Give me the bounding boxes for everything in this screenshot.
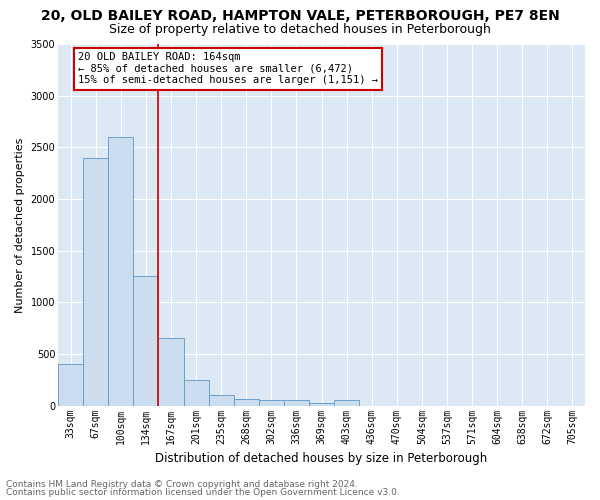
Bar [309,402,334,406]
Y-axis label: Number of detached properties: Number of detached properties [15,137,25,312]
Bar [83,158,108,406]
Bar [334,400,359,406]
Bar [58,364,83,406]
Bar [158,338,184,406]
Bar [184,380,209,406]
Text: Size of property relative to detached houses in Peterborough: Size of property relative to detached ho… [109,22,491,36]
Text: Contains public sector information licensed under the Open Government Licence v3: Contains public sector information licen… [6,488,400,497]
Bar [133,276,158,406]
Text: 20, OLD BAILEY ROAD, HAMPTON VALE, PETERBOROUGH, PE7 8EN: 20, OLD BAILEY ROAD, HAMPTON VALE, PETER… [41,9,559,23]
Bar [234,400,259,406]
Bar [284,400,309,406]
Bar [259,400,284,406]
Bar [209,396,234,406]
Bar [108,137,133,406]
Text: Contains HM Land Registry data © Crown copyright and database right 2024.: Contains HM Land Registry data © Crown c… [6,480,358,489]
Text: 20 OLD BAILEY ROAD: 164sqm
← 85% of detached houses are smaller (6,472)
15% of s: 20 OLD BAILEY ROAD: 164sqm ← 85% of deta… [78,52,378,86]
X-axis label: Distribution of detached houses by size in Peterborough: Distribution of detached houses by size … [155,452,488,465]
